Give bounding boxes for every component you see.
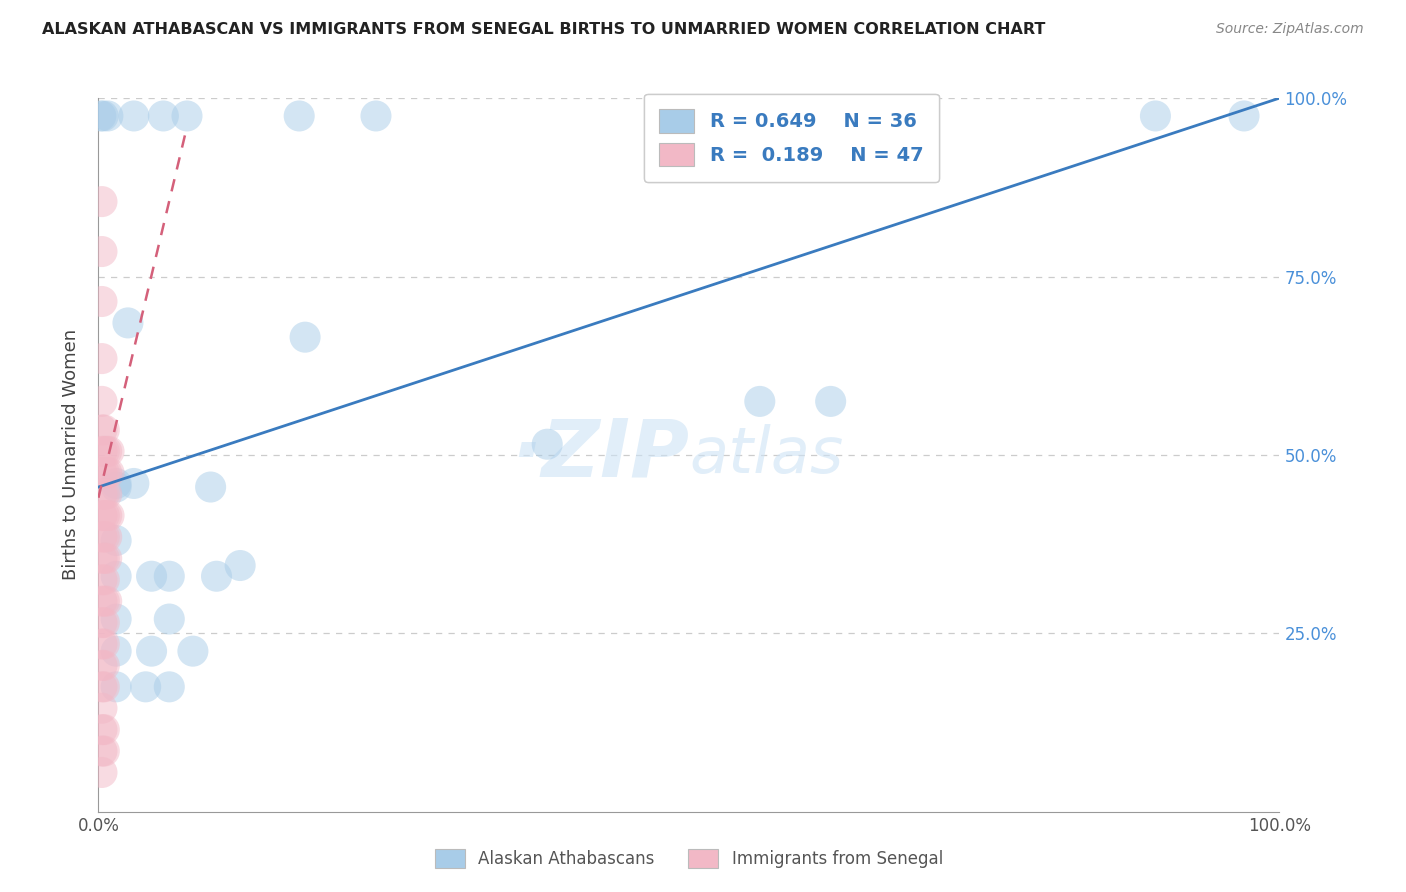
Point — [91, 701, 114, 715]
Point — [96, 466, 118, 480]
Point — [536, 437, 558, 451]
Point — [98, 508, 121, 523]
Text: ·ZIP: ·ZIP — [510, 416, 689, 494]
Point — [93, 594, 115, 608]
Point — [91, 765, 114, 780]
Point — [91, 658, 114, 673]
Text: ALASKAN ATHABASCAN VS IMMIGRANTS FROM SENEGAL BIRTHS TO UNMARRIED WOMEN CORRELAT: ALASKAN ATHABASCAN VS IMMIGRANTS FROM SE… — [42, 22, 1046, 37]
Text: atlas: atlas — [689, 424, 844, 486]
Point — [908, 109, 931, 123]
Point — [294, 330, 316, 344]
Point — [200, 480, 222, 494]
Point — [96, 508, 118, 523]
Text: Source: ZipAtlas.com: Source: ZipAtlas.com — [1216, 22, 1364, 37]
Point — [181, 644, 204, 658]
Point — [93, 423, 115, 437]
Point — [91, 744, 114, 758]
Point — [93, 444, 115, 458]
Point — [93, 466, 115, 480]
Legend: R = 0.649    N = 36, R =  0.189    N = 47: R = 0.649 N = 36, R = 0.189 N = 47 — [644, 94, 939, 182]
Point — [93, 680, 115, 694]
Point — [93, 637, 115, 651]
Point — [98, 444, 121, 458]
Point — [122, 476, 145, 491]
Point — [229, 558, 252, 573]
Point — [96, 444, 118, 458]
Point — [93, 508, 115, 523]
Point — [97, 109, 120, 123]
Point — [93, 744, 115, 758]
Point — [93, 573, 115, 587]
Point — [105, 680, 128, 694]
Point — [91, 530, 114, 544]
Point — [105, 612, 128, 626]
Point — [93, 615, 115, 630]
Point — [896, 109, 918, 123]
Point — [93, 658, 115, 673]
Point — [157, 680, 180, 694]
Point — [91, 294, 114, 309]
Point — [152, 109, 174, 123]
Point — [91, 594, 114, 608]
Point — [105, 644, 128, 658]
Point — [748, 394, 770, 409]
Point — [91, 244, 114, 259]
Point — [93, 530, 115, 544]
Y-axis label: Births to Unmarried Women: Births to Unmarried Women — [62, 329, 80, 581]
Point — [98, 466, 121, 480]
Point — [91, 723, 114, 737]
Point — [117, 316, 139, 330]
Point — [91, 466, 114, 480]
Point — [91, 444, 114, 458]
Point — [157, 569, 180, 583]
Point — [1144, 109, 1167, 123]
Point — [91, 508, 114, 523]
Point — [176, 109, 198, 123]
Point — [91, 109, 114, 123]
Point — [844, 109, 866, 123]
Point — [105, 480, 128, 494]
Point — [93, 551, 115, 566]
Point — [141, 569, 163, 583]
Point — [96, 551, 118, 566]
Point — [135, 680, 157, 694]
Point — [141, 644, 163, 658]
Point — [96, 487, 118, 501]
Point — [93, 723, 115, 737]
Point — [820, 394, 842, 409]
Point — [105, 569, 128, 583]
Legend: Alaskan Athabascans, Immigrants from Senegal: Alaskan Athabascans, Immigrants from Sen… — [429, 843, 949, 875]
Point — [93, 487, 115, 501]
Point — [91, 351, 114, 366]
Point — [122, 109, 145, 123]
Point — [91, 573, 114, 587]
Point — [205, 569, 228, 583]
Point — [91, 194, 114, 209]
Point — [91, 615, 114, 630]
Point — [1233, 109, 1256, 123]
Point — [105, 476, 128, 491]
Point — [91, 423, 114, 437]
Point — [91, 551, 114, 566]
Point — [91, 637, 114, 651]
Point — [105, 533, 128, 548]
Point — [364, 109, 387, 123]
Point — [157, 612, 180, 626]
Point — [96, 530, 118, 544]
Point — [91, 680, 114, 694]
Point — [91, 394, 114, 409]
Point — [288, 109, 311, 123]
Point — [90, 109, 112, 123]
Point — [96, 594, 118, 608]
Point — [91, 487, 114, 501]
